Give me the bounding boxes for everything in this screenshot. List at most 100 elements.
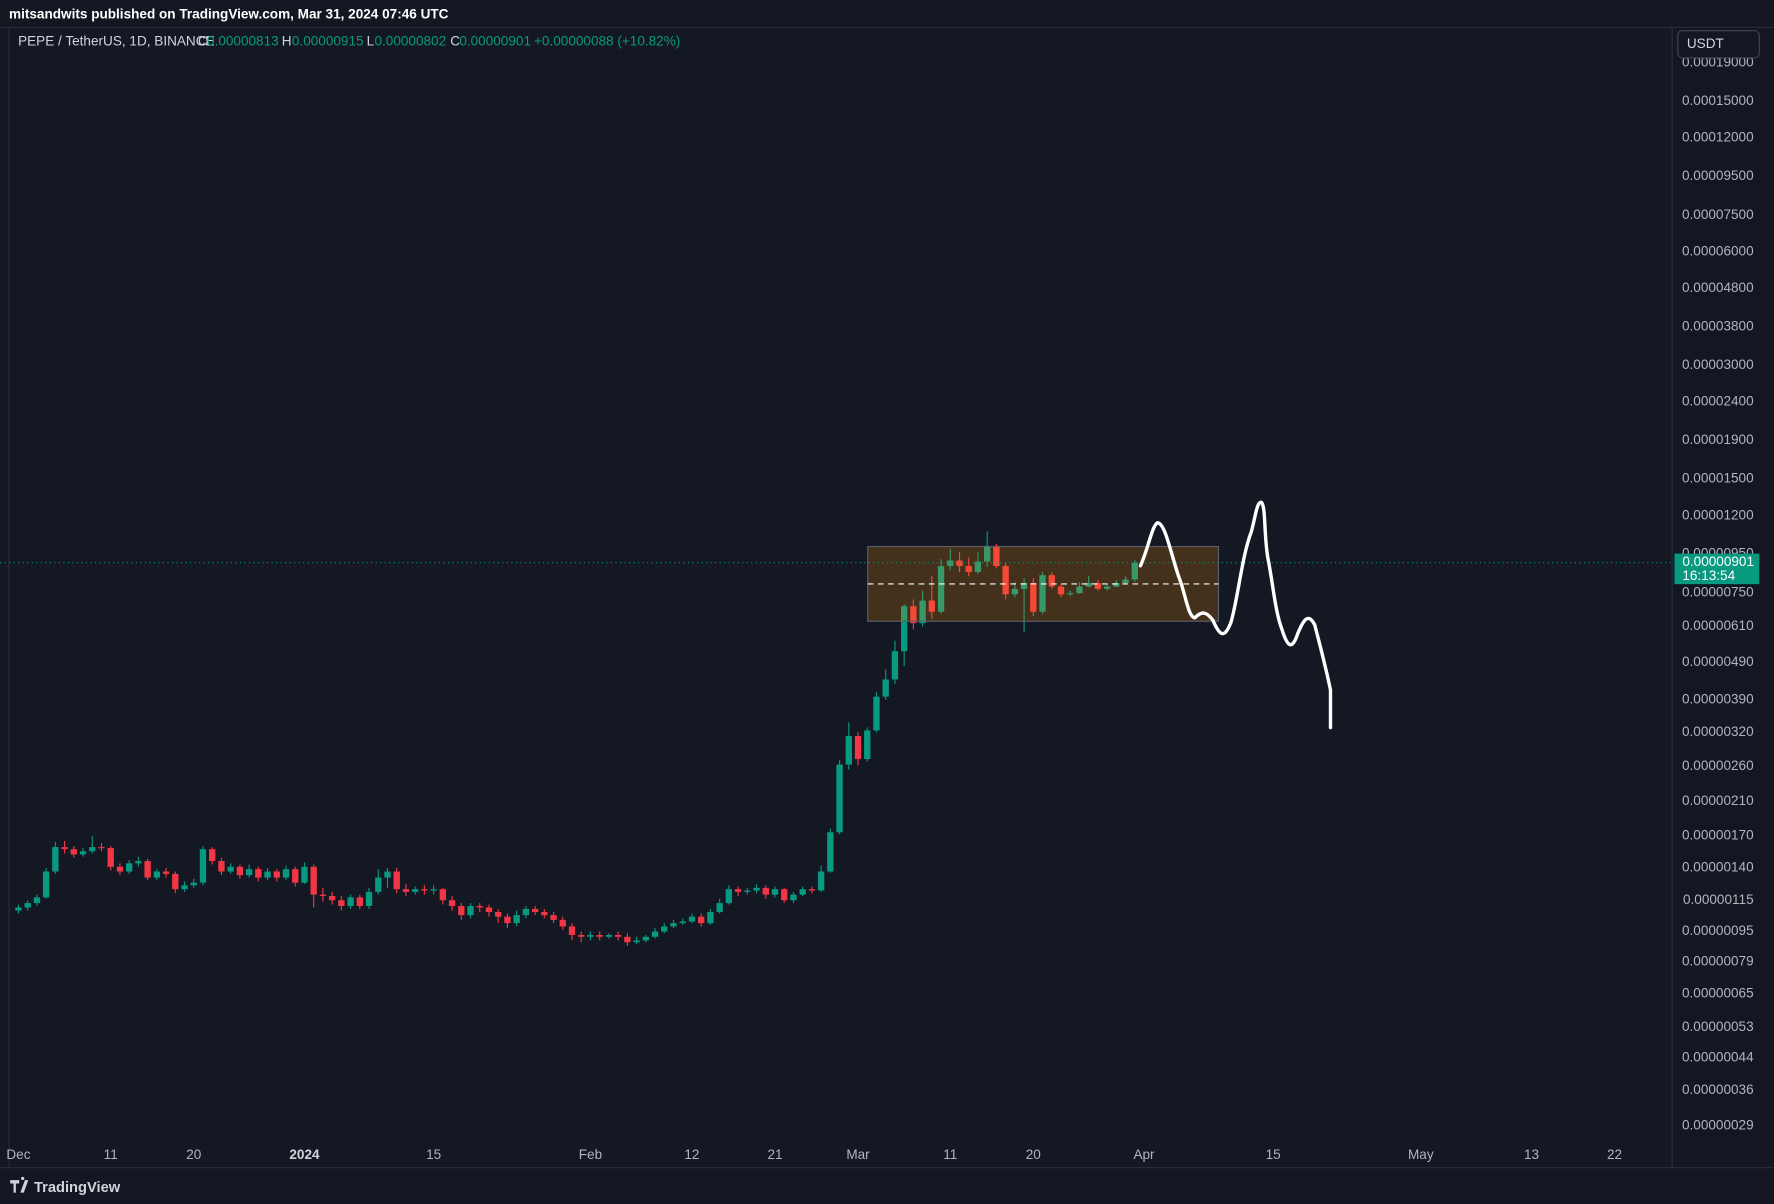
y-tick-label: 0.00000115 bbox=[1683, 892, 1754, 907]
candle-body bbox=[319, 894, 327, 896]
candle-body bbox=[578, 935, 585, 937]
candles bbox=[15, 531, 1138, 946]
currency-button-label[interactable]: USDT bbox=[1687, 36, 1724, 51]
candle-body bbox=[1057, 586, 1065, 595]
candle-body bbox=[402, 889, 410, 892]
candle-body bbox=[716, 903, 723, 913]
candle-body bbox=[762, 887, 769, 895]
candle-body bbox=[707, 912, 714, 924]
candle-body bbox=[1094, 582, 1102, 589]
candle-body bbox=[956, 560, 963, 566]
y-tick-label: 0.00000170 bbox=[1682, 828, 1754, 843]
candle-body bbox=[421, 889, 428, 891]
candle-body bbox=[753, 887, 760, 891]
axes: 0.000190000.000150000.000120000.00009500… bbox=[6, 54, 1754, 1161]
candle-body bbox=[1131, 562, 1138, 580]
candle-body bbox=[587, 935, 594, 937]
legend-key: L bbox=[367, 34, 375, 49]
legend-change: +0.00000088 (+10.82%) bbox=[534, 34, 680, 49]
candle-body bbox=[467, 906, 474, 916]
candle-body bbox=[1085, 582, 1092, 587]
legend-value: 0.00000915 bbox=[292, 34, 364, 49]
candle-body bbox=[61, 847, 68, 850]
candle-body bbox=[781, 889, 788, 901]
candle-body bbox=[301, 866, 308, 883]
candle-body bbox=[679, 921, 686, 924]
candle-body bbox=[116, 866, 124, 872]
currency-button[interactable] bbox=[1677, 30, 1760, 59]
x-tick-label: 15 bbox=[426, 1147, 441, 1162]
legend-value: 0.00000901 bbox=[459, 34, 531, 49]
y-tick-label: 0.00001500 bbox=[1682, 471, 1754, 486]
candle-body bbox=[190, 882, 197, 886]
candle-body bbox=[864, 730, 871, 760]
candle-body bbox=[624, 936, 631, 943]
y-tick-label: 0.00000260 bbox=[1682, 758, 1754, 773]
candle-body bbox=[1020, 582, 1028, 589]
candle-body bbox=[79, 851, 87, 855]
y-tick-label: 0.00015000 bbox=[1682, 93, 1754, 108]
candle-body bbox=[568, 926, 576, 936]
candle-body bbox=[661, 926, 668, 932]
candle-body bbox=[1103, 586, 1111, 589]
candle-body bbox=[965, 565, 972, 572]
candle-body bbox=[125, 863, 133, 872]
candle-body bbox=[928, 600, 935, 612]
logo-icon bbox=[10, 1176, 29, 1193]
x-tick-label: 12 bbox=[684, 1147, 699, 1162]
candle-body bbox=[273, 871, 280, 878]
candle-body bbox=[817, 871, 825, 891]
candle-body bbox=[328, 895, 336, 901]
candle-body bbox=[900, 606, 908, 652]
price-label: 0.00000901 bbox=[1682, 554, 1754, 569]
y-tick-label: 0.00000029 bbox=[1682, 1118, 1754, 1133]
candle-body bbox=[227, 866, 234, 872]
candle-body bbox=[605, 935, 613, 937]
x-tick-label: 21 bbox=[767, 1147, 782, 1162]
candle-body bbox=[375, 877, 382, 892]
y-tick-label: 0.00002400 bbox=[1682, 394, 1754, 409]
y-tick-label: 0.00003000 bbox=[1682, 357, 1754, 372]
x-tick-label: 13 bbox=[1524, 1147, 1539, 1162]
candle-body bbox=[1048, 575, 1055, 587]
candle-body bbox=[513, 915, 520, 924]
candle-body bbox=[264, 871, 271, 878]
candle-body bbox=[725, 889, 733, 904]
candle-body bbox=[98, 847, 105, 849]
legend-key: C bbox=[450, 34, 460, 49]
candle-body bbox=[199, 849, 207, 883]
candle-body bbox=[89, 847, 96, 852]
y-tick-label: 0.00007500 bbox=[1682, 207, 1754, 222]
x-tick-label: 20 bbox=[1026, 1147, 1042, 1162]
candle-body bbox=[439, 889, 447, 901]
candle-body bbox=[448, 900, 456, 907]
candle-body bbox=[882, 679, 889, 697]
y-tick-label: 0.00000750 bbox=[1682, 584, 1754, 599]
candle-body bbox=[1011, 588, 1019, 595]
candle-body bbox=[596, 935, 603, 937]
candle-body bbox=[42, 871, 50, 898]
candle-body bbox=[356, 897, 363, 907]
candle-body bbox=[974, 561, 982, 572]
y-tick-label: 0.00000095 bbox=[1682, 923, 1754, 938]
x-tick-label: 15 bbox=[1266, 1147, 1281, 1162]
candle-body bbox=[135, 861, 142, 864]
candle-body bbox=[52, 847, 59, 872]
candle-body bbox=[236, 866, 244, 876]
y-tick-label: 0.00000390 bbox=[1682, 692, 1754, 707]
candle-body bbox=[495, 912, 502, 917]
candle-body bbox=[891, 651, 899, 680]
x-tick-label: Mar bbox=[846, 1147, 870, 1162]
candle-body bbox=[181, 885, 188, 890]
candle-body bbox=[919, 600, 926, 624]
candle-body bbox=[384, 871, 391, 878]
candle-body bbox=[1076, 586, 1083, 594]
y-tick-label: 0.00006000 bbox=[1682, 243, 1754, 258]
byline: mitsandwits published on TradingView.com… bbox=[9, 6, 449, 21]
candle-body bbox=[633, 940, 640, 943]
x-tick-label: 20 bbox=[186, 1147, 202, 1162]
candle-body bbox=[854, 736, 862, 760]
y-tick-label: 0.00003800 bbox=[1682, 318, 1754, 333]
y-tick-label: 0.00000490 bbox=[1682, 654, 1754, 669]
